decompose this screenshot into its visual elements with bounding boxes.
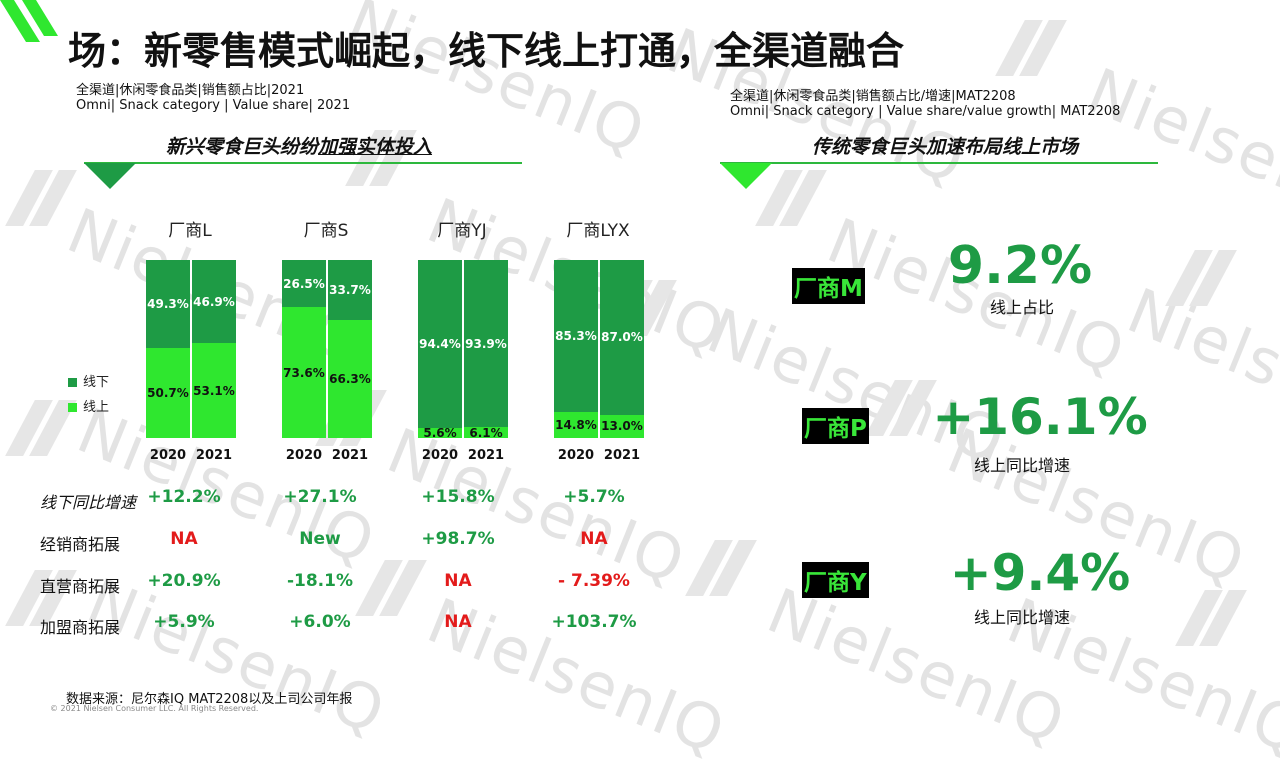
kpi-caption-y: 线上同比增速 xyxy=(973,608,1070,627)
data-label-online: 5.6% xyxy=(423,426,457,441)
legend-item-offline: 线下 xyxy=(68,371,109,390)
bar-segment-offline: 93.9% xyxy=(464,260,508,428)
table-cell: +5.7% xyxy=(563,487,625,507)
table-row-label: 直营商拓展 xyxy=(40,577,121,596)
left-subtitle-en: Omni| Snack category | Value share| 2021 xyxy=(76,98,351,113)
vendor-label: 厂商LYX xyxy=(566,221,630,241)
kpi-vendor-m: 厂商M xyxy=(792,268,865,304)
data-label-offline: 94.4% xyxy=(419,337,461,352)
bar-segment-offline: 87.0% xyxy=(600,260,644,415)
data-label-offline: 46.9% xyxy=(193,294,235,309)
bar-segment-offline: 94.4% xyxy=(418,260,462,429)
kpi-vendor-y: 厂商Y xyxy=(802,562,869,598)
data-label-offline: 93.9% xyxy=(465,336,507,351)
table-cell: +20.9% xyxy=(147,571,221,591)
bar-segment-online: 73.6% xyxy=(282,307,326,438)
table-cell: - 7.39% xyxy=(558,571,630,591)
kpi-value-y: +9.4% xyxy=(949,544,1131,602)
bar-segment-offline: 33.7% xyxy=(328,260,372,320)
bar-segment-online: 14.8% xyxy=(554,411,598,438)
year-tick-label: 2020 xyxy=(557,448,595,463)
right-subtitle-en: Omni| Snack category | Value share/value… xyxy=(730,104,1121,119)
right-section-title: 传统零食巨头加速布局线上市场 xyxy=(812,136,1079,158)
copyright: © 2021 Nielsen Consumer LLC. All Rights … xyxy=(50,704,259,713)
data-label-online: 66.3% xyxy=(329,371,371,386)
year-tick-label: 2020 xyxy=(421,448,459,463)
legend-label-offline: 线下 xyxy=(83,375,110,390)
year-tick-label: 2021 xyxy=(467,448,505,463)
kpi-value-p: +16.1% xyxy=(932,388,1148,446)
kpi-caption-p: 线上同比增速 xyxy=(973,456,1070,475)
year-tick-label: 2020 xyxy=(149,448,187,463)
vendor-label: 厂商S xyxy=(303,221,349,241)
left-section-rule xyxy=(84,162,522,164)
data-label-online: 6.1% xyxy=(469,425,503,440)
table-cell: NA xyxy=(444,612,472,632)
bar-segment-online: 66.3% xyxy=(328,319,372,438)
vendor-label: 厂商L xyxy=(168,221,212,241)
left-section-title-a: 新兴零食巨头纷纷 xyxy=(166,136,319,158)
year-tick-label: 2021 xyxy=(603,448,641,463)
bar-segment-online: 5.6% xyxy=(418,426,462,441)
table-cell: +5.9% xyxy=(153,612,215,632)
bar-segment-offline: 85.3% xyxy=(554,260,598,412)
data-label-online: 13.0% xyxy=(601,419,643,434)
left-section-triangle xyxy=(84,163,136,189)
kpi-vendor-p: 厂商P xyxy=(802,408,869,444)
bar-segment-online: 13.0% xyxy=(600,414,644,438)
data-label-online: 50.7% xyxy=(147,385,189,400)
data-label-online: 73.6% xyxy=(283,365,325,380)
table-cell: New xyxy=(299,529,341,549)
data-label-offline: 87.0% xyxy=(601,330,643,345)
data-label-online: 53.1% xyxy=(193,383,235,398)
bar-segment-online: 53.1% xyxy=(192,343,236,438)
data-label-offline: 26.5% xyxy=(283,276,325,291)
right-section-triangle xyxy=(720,163,772,189)
kpi-caption-m: 线上占比 xyxy=(989,298,1054,317)
table-cell: +6.0% xyxy=(289,612,351,632)
legend-swatch-online xyxy=(68,403,77,412)
bar-segment-offline: 26.5% xyxy=(282,260,326,308)
legend-item-online: 线上 xyxy=(68,396,109,415)
table-cell: +103.7% xyxy=(551,612,637,632)
year-tick-label: 2021 xyxy=(331,448,369,463)
year-tick-label: 2020 xyxy=(285,448,323,463)
right-subtitle: 全渠道|休闲零食品类|销售额占比/增速|MAT2208 Omni| Snack … xyxy=(730,89,1120,119)
page-title: 场：新零售模式崛起，线下线上打通，全渠道融合 xyxy=(68,29,905,73)
data-label-offline: 33.7% xyxy=(329,282,371,297)
data-label-online: 14.8% xyxy=(555,417,597,432)
data-label-offline: 49.3% xyxy=(147,296,189,311)
bar-segment-online: 6.1% xyxy=(464,425,508,440)
legend-swatch-offline xyxy=(68,378,77,387)
table-cell: NA xyxy=(170,529,198,549)
legend-label-online: 线上 xyxy=(83,400,110,415)
table-cell: +12.2% xyxy=(147,487,221,507)
bar-segment-offline: 49.3% xyxy=(146,260,190,348)
right-section-rule xyxy=(720,162,1158,164)
right-subtitle-cn: 全渠道|休闲零食品类|销售额占比/增速|MAT2208 xyxy=(730,89,1016,104)
table-cell: +27.1% xyxy=(283,487,357,507)
left-subtitle-cn: 全渠道|休闲零食品类|销售额占比|2021 xyxy=(76,83,305,98)
left-section-title: 新兴零食巨头纷纷加强实体投入 xyxy=(166,132,432,159)
table-row-label: 经销商拓展 xyxy=(40,535,121,554)
table-cell: -18.1% xyxy=(286,571,354,591)
bar-segment-offline: 46.9% xyxy=(192,260,236,344)
data-label-offline: 85.3% xyxy=(555,328,597,343)
table-cell: NA xyxy=(580,529,608,549)
data-source: 数据来源：尼尔森IQ MAT2208以及上司公司年报 xyxy=(66,692,353,707)
left-subtitle: 全渠道|休闲零食品类|销售额占比|2021 Omni| Snack catego… xyxy=(76,83,350,113)
table-cell: NA xyxy=(444,571,472,591)
table-cell: +98.7% xyxy=(421,529,495,549)
table-row-label: 加盟商拓展 xyxy=(40,618,121,637)
table-cell: +15.8% xyxy=(421,487,495,507)
bar-segment-online: 50.7% xyxy=(146,347,190,438)
year-tick-label: 2021 xyxy=(195,448,233,463)
vendor-label: 厂商YJ xyxy=(437,221,487,241)
logo-mark-icon xyxy=(0,0,58,42)
kpi-value-m: 9.2% xyxy=(947,236,1093,296)
table-row-label: 线下同比增速 xyxy=(40,493,137,512)
left-section-title-b: 加强实体投入 xyxy=(318,136,433,158)
legend: 线下 线上 xyxy=(68,371,109,415)
